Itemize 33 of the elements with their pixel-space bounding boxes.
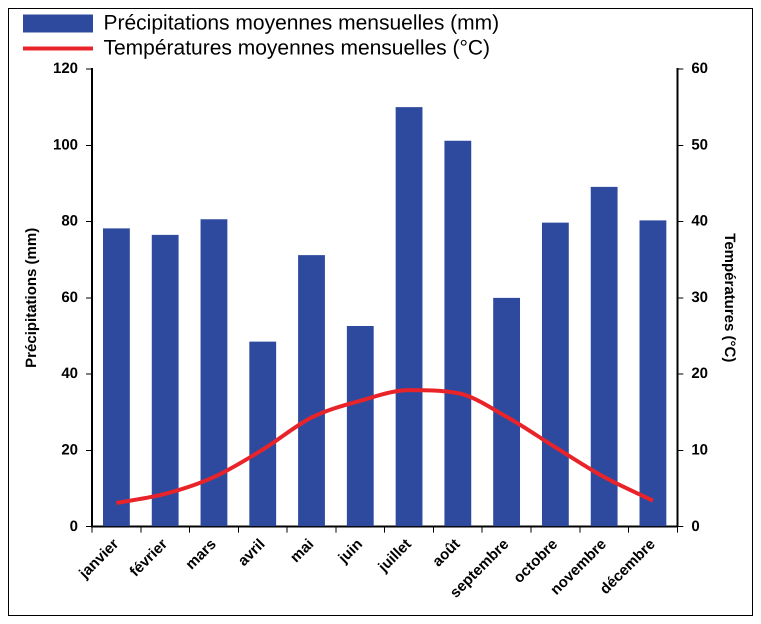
bar (590, 186, 618, 526)
y2-tick-label: 20 (691, 365, 708, 382)
legend-label: Températures moyennes mensuelles (°C) (104, 36, 490, 60)
y-tick-label: 40 (61, 365, 78, 382)
y-tick-label: 20 (61, 441, 78, 458)
bar (152, 234, 179, 526)
bar (346, 326, 374, 526)
legend-label: Précipitations moyennes mensuelles (mm) (104, 11, 500, 34)
bar (493, 298, 520, 526)
y-tick-label: 0 (70, 518, 78, 535)
bar (200, 219, 228, 526)
x-tick-label: juin (334, 536, 366, 568)
y-tick-label: 80 (61, 212, 78, 230)
y-axis-title: Précipitations (mm) (23, 228, 40, 368)
y2-tick-label: 10 (691, 441, 708, 458)
bar (249, 342, 276, 526)
y2-tick-label: 0 (691, 518, 700, 535)
y-tick-label: 120 (52, 60, 78, 78)
y-tick-label: 60 (61, 288, 78, 306)
bar (444, 140, 472, 526)
line-series (114, 388, 655, 505)
y2-axis-title: Températures (°C) (720, 233, 738, 362)
bar (396, 107, 422, 526)
y-tick-label: 100 (52, 136, 78, 154)
bar (298, 255, 325, 526)
y2-tick-label: 30 (691, 288, 708, 306)
x-tick-label: mai (286, 536, 318, 566)
bar (103, 228, 130, 526)
y2-tick-label: 50 (691, 136, 708, 154)
bar (640, 220, 666, 526)
y2-tick-label: 60 (691, 60, 708, 78)
bar (542, 222, 569, 526)
y2-tick-label: 40 (691, 212, 708, 230)
